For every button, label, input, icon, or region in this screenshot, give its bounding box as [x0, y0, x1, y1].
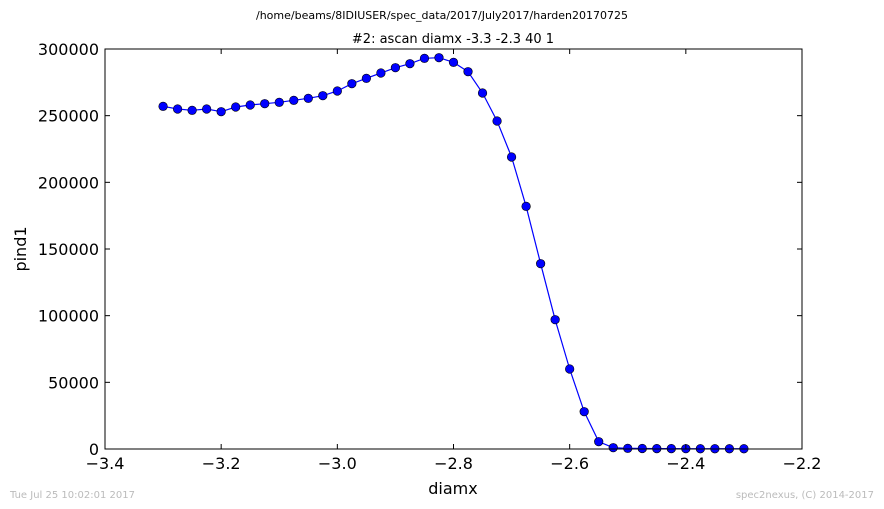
data-point: [231, 102, 241, 112]
x-tick-label: −3.2: [202, 454, 241, 473]
data-point: [245, 100, 255, 110]
plot-area: [104, 48, 803, 454]
data-point: [477, 88, 488, 98]
data-point: [361, 73, 371, 83]
data-point: [434, 53, 444, 63]
data-point: [260, 99, 270, 109]
y-axis-label: pind1: [11, 226, 30, 271]
data-point: [463, 67, 473, 77]
y-tick-label: 0: [89, 440, 99, 459]
data-point: [565, 364, 575, 374]
x-tick-label: −3.0: [318, 454, 357, 473]
data-point: [550, 315, 560, 325]
data-point: [376, 68, 386, 78]
chart-title: #2: ascan diamx -3.3 -2.3 40 1: [352, 32, 554, 47]
x-tick-label: −2.2: [783, 454, 822, 473]
y-tick-label: 300000: [38, 40, 99, 59]
data-point: [536, 259, 546, 269]
data-point: [289, 95, 299, 105]
footer-credit: spec2nexus, (C) 2014-2017: [736, 490, 874, 501]
y-tick-label: 100000: [38, 307, 99, 326]
x-axis-label: diamx: [428, 479, 477, 498]
data-point: [318, 91, 328, 101]
data-point: [594, 437, 604, 447]
data-point: [506, 152, 517, 162]
data-point: [303, 93, 313, 103]
x-tick-label: −2.6: [550, 454, 589, 473]
data-point: [492, 116, 502, 126]
data-point: [419, 53, 430, 63]
data-point: [158, 101, 168, 111]
x-axis-ticks: −3.4 −3.2 −3.0 −2.8 −2.6 −2.4 −2.2: [86, 49, 822, 473]
chart-supertitle: /home/beams/8IDIUSER/spec_data/2017/July…: [256, 9, 628, 22]
data-point: [448, 57, 459, 67]
data-point: [187, 105, 197, 115]
data-point: [173, 104, 183, 114]
data-point: [623, 443, 633, 453]
data-point: [274, 97, 284, 107]
data-point: [202, 104, 212, 114]
x-tick-label: −2.8: [434, 454, 473, 473]
y-tick-label: 150000: [38, 240, 99, 259]
x-tick-label: −3.4: [86, 454, 125, 473]
data-point: [216, 107, 226, 117]
data-point: [579, 407, 589, 417]
y-axis-ticks: 0 50000 100000 150000 200000 250000 300000: [38, 40, 802, 459]
y-tick-label: 200000: [38, 173, 99, 192]
data-point: [332, 86, 342, 96]
data-point: [637, 443, 647, 454]
y-tick-label: 50000: [48, 373, 99, 392]
data-point: [608, 443, 618, 453]
y-tick-label: 250000: [38, 107, 99, 126]
data-point: [390, 63, 401, 73]
data-point: [405, 59, 415, 69]
x-tick-label: −2.4: [666, 454, 705, 473]
footer-timestamp: Tue Jul 25 10:02:01 2017: [9, 490, 135, 501]
data-point: [347, 79, 357, 89]
data-point: [521, 201, 531, 211]
